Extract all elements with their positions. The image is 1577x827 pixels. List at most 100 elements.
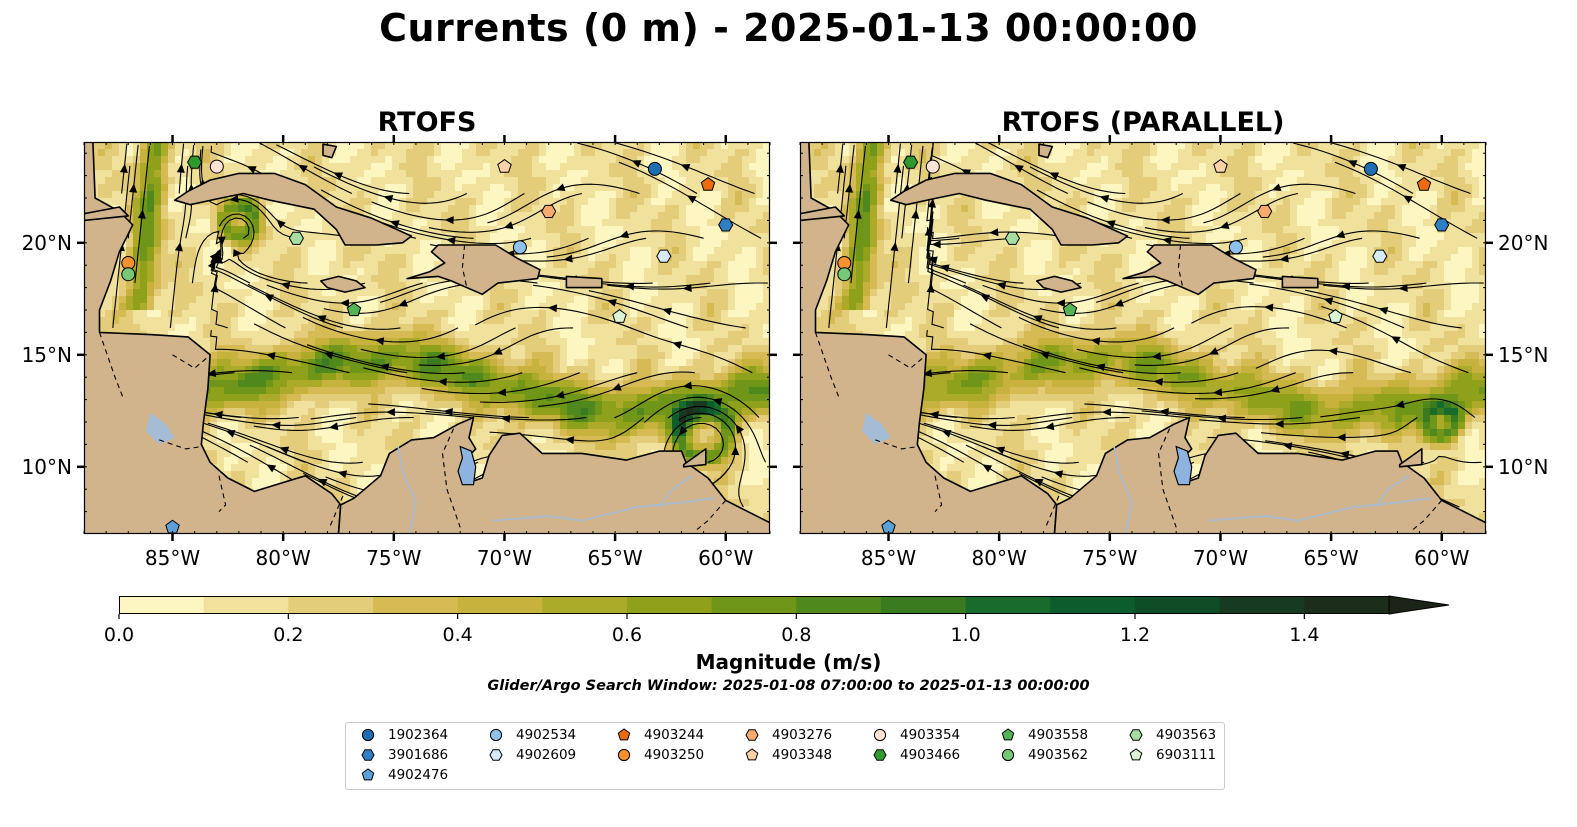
float-marker-4902609 bbox=[1372, 249, 1388, 263]
lat-tick-label-left: 10°N bbox=[21, 454, 72, 479]
streamline-arrow bbox=[1151, 352, 1162, 361]
streamline-arrow bbox=[337, 470, 348, 479]
border bbox=[329, 495, 344, 528]
streamline-arrow bbox=[1095, 363, 1106, 372]
legend-item-4903562: 4903562 bbox=[998, 746, 1088, 764]
streamline-arrow bbox=[982, 464, 993, 473]
lat-tick-label-right: 20°N bbox=[1498, 230, 1549, 255]
lon-tick-label: 85°W bbox=[144, 546, 201, 570]
streamline-arrow bbox=[1340, 282, 1351, 291]
streamline-arrow bbox=[1090, 337, 1101, 346]
streamline-arrow bbox=[1378, 306, 1389, 315]
colorbar-tick-label: 0.2 bbox=[273, 624, 304, 646]
border bbox=[98, 332, 125, 400]
streamline-arrow bbox=[1162, 236, 1172, 245]
streamline-arrow bbox=[1216, 414, 1227, 423]
lon-tick-label: 60°W bbox=[698, 546, 754, 570]
streamline-arrow bbox=[619, 230, 630, 239]
float-marker-6903111 bbox=[1328, 309, 1343, 323]
streamline-arrow bbox=[1160, 216, 1170, 225]
lon-tick-label: 70°W bbox=[476, 546, 533, 570]
search-window-note: Glider/Argo Search Window: 2025-01-08 07… bbox=[487, 678, 1090, 694]
legend-label: 4903354 bbox=[900, 727, 961, 743]
border bbox=[559, 533, 562, 534]
colorbar-segment bbox=[1135, 596, 1221, 614]
streamline-arrow bbox=[989, 228, 999, 237]
lon-tick-label: 80°W bbox=[971, 546, 1027, 570]
streamline-arrow bbox=[280, 281, 291, 290]
streamline-arrow bbox=[939, 264, 950, 273]
legend-marker-icon bbox=[361, 728, 375, 742]
legend-item-4902476: 4902476 bbox=[358, 766, 448, 784]
float-marker-1902364 bbox=[1363, 161, 1378, 176]
figure-title: Currents (0 m) - 2025-01-13 00:00:00 bbox=[379, 6, 1198, 50]
land-jamaica bbox=[1036, 275, 1082, 293]
legend-item-4903348: 4903348 bbox=[742, 746, 832, 764]
border bbox=[1177, 244, 1184, 288]
streamline-arrow bbox=[374, 337, 385, 346]
streamline-arrow bbox=[1271, 183, 1282, 192]
streamline-arrow bbox=[176, 163, 185, 173]
land-yucatan-tip bbox=[84, 206, 130, 222]
panel-title-rtofs: RTOFS bbox=[377, 107, 477, 138]
streamline-arrow bbox=[225, 429, 236, 438]
streamline-arrow bbox=[1159, 408, 1169, 417]
lon-tick-label: 85°W bbox=[860, 546, 917, 570]
streamline-arrow bbox=[929, 410, 939, 419]
streamline-arrow bbox=[264, 294, 275, 302]
streamline-arrow bbox=[492, 347, 503, 355]
lat-tick-label-right: 10°N bbox=[1498, 454, 1549, 479]
lat-tick-label-right: 15°N bbox=[1498, 342, 1549, 367]
streamline-arrow bbox=[563, 254, 573, 263]
legend-item-4903558: 4903558 bbox=[998, 726, 1088, 744]
streamline-arrow bbox=[1049, 172, 1060, 180]
float-marker-4903558 bbox=[346, 302, 362, 317]
streamline-arrow bbox=[712, 398, 723, 406]
streamline-arrow bbox=[333, 172, 344, 180]
streamline-arrow bbox=[981, 352, 992, 360]
river bbox=[397, 446, 417, 534]
streamline-arrow bbox=[1208, 347, 1219, 355]
streamline-arrow bbox=[1323, 297, 1334, 306]
river bbox=[493, 497, 715, 522]
map-frame bbox=[83, 141, 771, 535]
lon-tick-label: 75°W bbox=[1082, 546, 1138, 570]
streamline-arrow bbox=[911, 209, 920, 219]
legend-marker-icon bbox=[745, 748, 759, 761]
river bbox=[1113, 446, 1133, 534]
streamline-arrow bbox=[735, 424, 744, 434]
colorbar-segment bbox=[881, 596, 967, 614]
streamline-arrow bbox=[1212, 388, 1223, 397]
border bbox=[441, 428, 461, 528]
streamline-arrow bbox=[1099, 195, 1110, 203]
streamline-arrow bbox=[1328, 347, 1338, 356]
float-marker-4903348 bbox=[497, 158, 512, 173]
streamline-arrow bbox=[446, 236, 456, 245]
streamline-arrow bbox=[246, 166, 257, 174]
legend-item-6903111: 6903111 bbox=[1126, 746, 1216, 764]
streamline-arrow bbox=[980, 294, 991, 302]
streamline-arrow bbox=[1396, 164, 1407, 172]
float-marker-4903276 bbox=[541, 204, 557, 218]
river bbox=[1209, 497, 1431, 522]
float-marker-4903354 bbox=[925, 159, 940, 174]
streamline-arrow bbox=[1101, 408, 1111, 417]
land-jamaica bbox=[320, 275, 366, 293]
streamline-arrow bbox=[1347, 160, 1358, 168]
lake bbox=[862, 413, 891, 445]
streamline-arrow bbox=[1033, 478, 1044, 487]
border bbox=[1412, 500, 1443, 530]
border bbox=[814, 332, 841, 400]
streamline-arrow bbox=[680, 164, 691, 172]
colorbar-segment bbox=[373, 596, 459, 614]
streamline-arrow bbox=[1105, 220, 1116, 228]
lon-tick-label: 65°W bbox=[587, 546, 643, 570]
border bbox=[1275, 533, 1278, 534]
border bbox=[159, 439, 202, 450]
legend-item-4902609: 4902609 bbox=[486, 746, 576, 764]
legend-label: 4903276 bbox=[772, 727, 833, 743]
streamline-arrow bbox=[265, 352, 276, 360]
lon-tick-label: 65°W bbox=[1303, 546, 1359, 570]
lake bbox=[457, 445, 477, 486]
float-marker-4903562 bbox=[837, 267, 852, 282]
